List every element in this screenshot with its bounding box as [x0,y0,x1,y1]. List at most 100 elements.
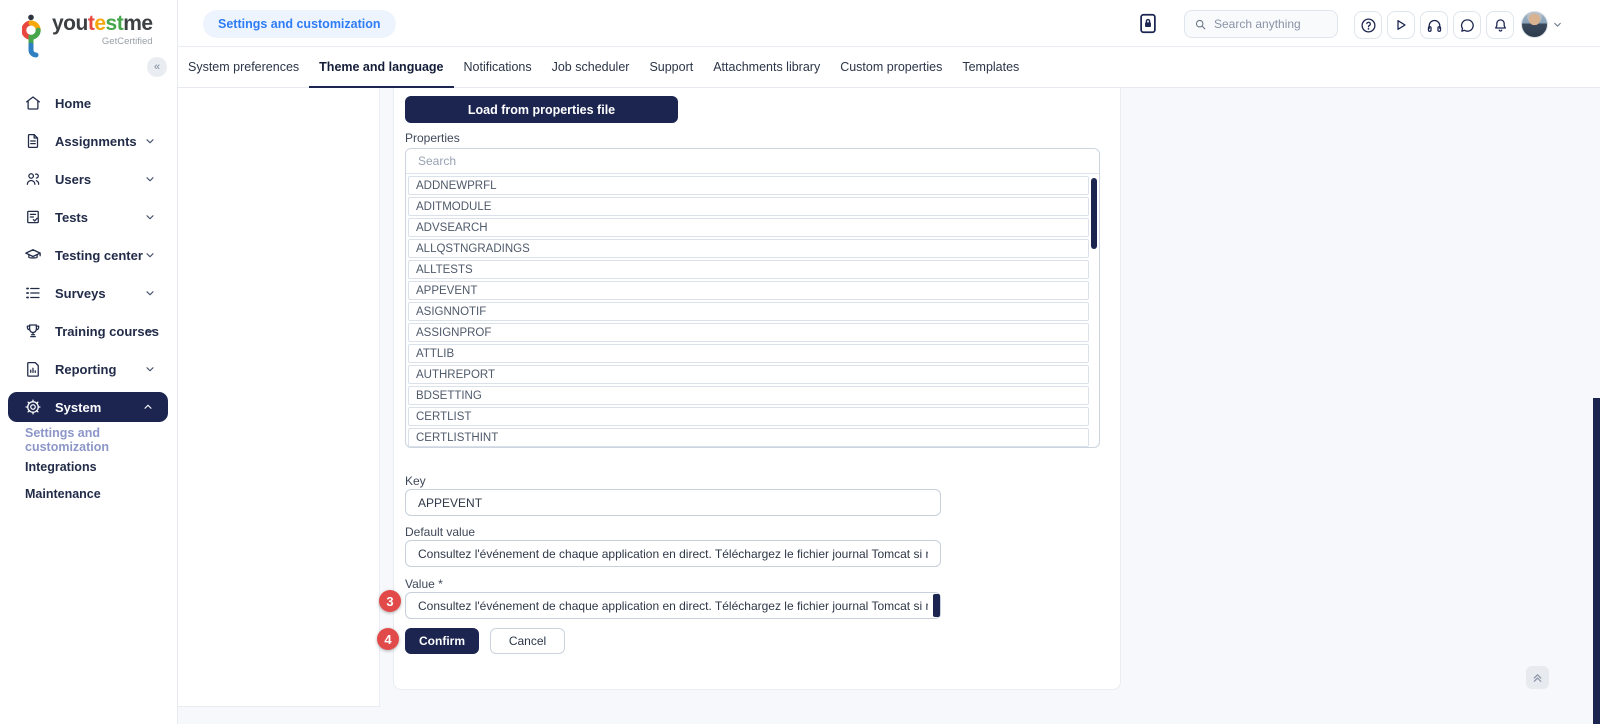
required-asterisk: * [438,577,443,591]
search-icon [1195,19,1206,29]
chevron-down-icon [146,253,154,258]
bell-icon [1494,18,1506,32]
brand-subtitle: GetCertified [101,36,153,47]
key-label: Key [405,474,426,488]
chevron-down-icon [146,367,154,372]
list-icon [26,287,40,299]
double-chevron-up-icon [1533,674,1542,682]
chevron-up-icon [144,404,152,409]
sidebar-item-testing-center[interactable]: Testing center [0,236,178,274]
tab-theme-and-language[interactable]: Theme and language [309,47,454,88]
home-icon [25,96,41,110]
property-list-item[interactable]: AUTHREPORT [408,365,1089,384]
page-scrollbar[interactable] [1593,398,1600,724]
property-list-item[interactable]: ATTLIB [408,344,1089,363]
property-list-item[interactable]: ASIGNNOTIF [408,302,1089,321]
property-list-item[interactable]: ALLTESTS [408,260,1089,279]
value-field-scrollbar[interactable] [933,594,940,617]
assignments-icon [27,133,39,149]
sidebar-item-home[interactable]: Home [0,84,178,122]
subitem-settings-and-customization[interactable]: Settings and customization [25,425,110,454]
graduation-cap-icon [25,249,41,259]
headphones-icon [1427,19,1441,32]
value-field[interactable] [405,592,941,619]
subitem-integrations[interactable]: Integrations [25,459,97,474]
sidebar-item-surveys[interactable]: Surveys [0,274,178,312]
support-button[interactable] [1420,11,1448,39]
confirm-button[interactable]: Confirm [405,628,479,654]
users-icon [26,173,40,185]
property-list-item[interactable]: ADITMODULE [408,197,1089,216]
chat-button[interactable] [1453,11,1481,39]
user-avatar[interactable] [1521,11,1548,38]
sidebar-item-tests[interactable]: Tests [0,198,178,236]
tab-custom-properties[interactable]: Custom properties [840,59,943,74]
avatar-menu-chevron-icon[interactable] [1552,19,1563,30]
annotation-badge-4: 4 [377,628,399,650]
sidebar-collapse-button[interactable]: « [147,57,167,77]
tutorials-button[interactable] [1387,11,1415,39]
gear-icon [25,399,41,415]
scroll-to-top-button[interactable] [1526,666,1549,689]
system-submenu: Settings and customization Integrations … [0,426,178,507]
chevron-down-icon [146,215,154,220]
sidebar-item-reporting[interactable]: Reporting [0,350,178,388]
sidebar: youtestme GetCertified « Home Assignment… [0,0,178,724]
content-left-panel [178,88,380,707]
tab-system-preferences[interactable]: System preferences [188,59,300,74]
default-value-field[interactable] [405,540,941,567]
default-value-label: Default value [405,525,476,539]
property-list-item[interactable]: ADVSEARCH [408,218,1089,237]
properties-search-input[interactable] [406,149,1099,174]
theme-language-form-card: Load from properties file Properties ADD… [393,88,1121,690]
help-button[interactable] [1354,11,1382,39]
help-icon [1360,17,1376,33]
cancel-button[interactable]: Cancel [490,628,565,654]
properties-listbox: ADDNEWPRFL ADITMODULE ADVSEARCH ALLQSTNG… [405,148,1100,448]
tab-support[interactable]: Support [649,59,694,74]
property-list-item[interactable]: ADDNEWPRFL [408,176,1089,195]
properties-list-scrollbar[interactable] [1091,178,1097,249]
property-list-item[interactable]: CERTLIST [408,407,1089,426]
property-list-item[interactable]: BDSETTING [408,386,1089,405]
trophy-icon [26,324,40,338]
property-list-item[interactable]: APPEVENT [408,281,1089,300]
subitem-maintenance[interactable]: Maintenance [25,486,101,501]
tab-attachments-library[interactable]: Attachments library [713,59,821,74]
property-list-item[interactable]: ALLQSTNGRADINGS [408,239,1089,258]
annotation-badge-3: 3 [379,590,401,612]
sidebar-nav: Home Assignments Users Tests Testing cen… [0,84,178,507]
search-input[interactable] [1214,17,1324,31]
play-icon [1397,20,1406,30]
properties-label: Properties [405,131,460,145]
property-list-item[interactable]: ASSIGNPROF [408,323,1089,342]
chevron-down-icon [146,177,154,182]
notifications-button[interactable] [1486,11,1514,39]
tab-notifications[interactable]: Notifications [463,59,532,74]
chat-icon [1460,18,1474,32]
sidebar-item-users[interactable]: Users [0,160,178,198]
sidebar-item-system[interactable]: System [8,392,168,422]
tests-icon [27,210,39,224]
breadcrumb[interactable]: Settings and customization [203,10,396,38]
report-chart-icon [27,361,39,377]
load-from-properties-file-button[interactable]: Load from properties file [405,96,678,123]
settings-tabbar: System preferences Theme and language No… [178,47,1600,88]
tab-job-scheduler[interactable]: Job scheduler [551,59,630,74]
chevron-down-icon [146,329,154,334]
brand-logo[interactable]: youtestme GetCertified [22,12,153,60]
property-list-item[interactable]: CERTLISTHINT [408,428,1089,447]
sidebar-item-assignments[interactable]: Assignments [0,122,178,160]
sidebar-item-training-courses[interactable]: Training courses [0,312,178,350]
value-label: Value * [405,577,443,591]
brand-wordmark: youtestme [52,12,153,35]
tab-templates[interactable]: Templates [962,59,1020,74]
chevron-down-icon [146,291,154,296]
key-field[interactable] [405,489,941,516]
chevron-down-icon [146,139,154,144]
global-search[interactable] [1184,10,1338,38]
top-header: Settings and customization [178,0,1600,47]
youtestme-logo-icon [22,14,41,58]
properties-list: ADDNEWPRFL ADITMODULE ADVSEARCH ALLQSTNG… [406,174,1099,447]
document-lock-icon[interactable] [1137,12,1159,35]
